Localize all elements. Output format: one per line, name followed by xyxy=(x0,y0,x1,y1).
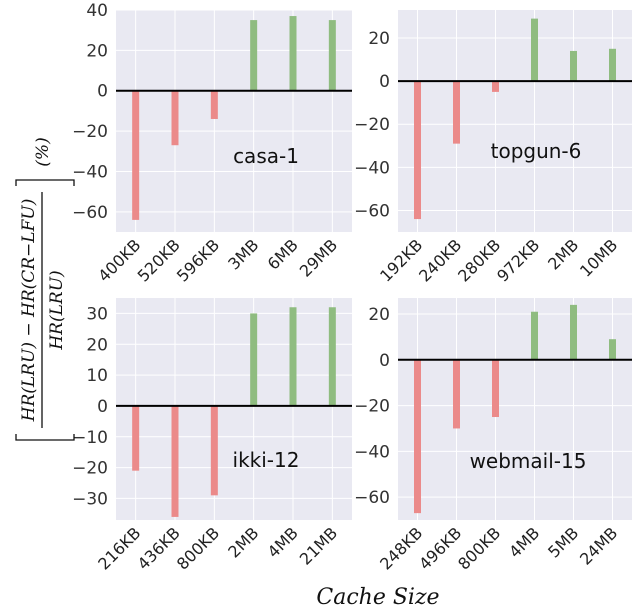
y-tick-label: 0 xyxy=(97,82,108,102)
bar-29MB xyxy=(328,20,336,91)
bar-2MB xyxy=(250,313,258,406)
y-tick-label: −40 xyxy=(354,442,390,462)
bar-192KB xyxy=(414,81,421,220)
x-tick-label: 800KB xyxy=(454,523,504,573)
x-tick-label: 248KB xyxy=(376,523,426,573)
x-tick-label: 800KB xyxy=(173,523,223,573)
y-tick-label: 20 xyxy=(86,41,108,61)
y-tick-label: 20 xyxy=(86,335,108,355)
y-tick-label: −60 xyxy=(354,488,390,508)
bar-6MB xyxy=(289,16,297,91)
y-tick-label: 0 xyxy=(379,351,390,371)
x-tick-label: 4MB xyxy=(505,523,543,561)
x-tick-label: 496KB xyxy=(415,523,465,573)
bar-4MB xyxy=(531,311,538,360)
bar-800KB xyxy=(210,405,218,496)
plot-area xyxy=(398,298,632,520)
y-tick-label: 40 xyxy=(86,1,108,21)
bar-248KB xyxy=(414,359,421,514)
subplot-title: topgun-6 xyxy=(491,139,582,163)
x-tick-label: 216KB xyxy=(94,523,144,573)
x-tick-label: 29MB xyxy=(296,235,341,280)
bar-4MB xyxy=(289,307,297,406)
y-tick-label: −10 xyxy=(72,428,108,448)
y-axis-label: HR(LRU) − HR(CR−LFU) HR(LRU) (%) xyxy=(15,137,75,441)
plot-area xyxy=(116,10,352,232)
bar-800KB xyxy=(492,359,499,418)
y-label-left-bracket xyxy=(15,434,75,441)
y-tick-label: −20 xyxy=(72,459,108,479)
y-label-denominator: HR(LRU) xyxy=(47,270,67,350)
x-tick-label: 3MB xyxy=(224,235,262,273)
y-tick-label: 20 xyxy=(368,305,390,325)
x-tick-label: 24MB xyxy=(576,523,621,568)
x-tick-label: 2MB xyxy=(224,523,262,561)
bar-3MB xyxy=(250,20,258,91)
bar-436KB xyxy=(171,405,179,517)
bar-240KB xyxy=(453,81,460,144)
y-tick-label: −30 xyxy=(72,489,108,509)
y-tick-label: −60 xyxy=(354,201,390,221)
x-tick-label: 21MB xyxy=(296,523,341,568)
subplot-title: webmail-15 xyxy=(470,449,587,473)
y-tick-label: 10 xyxy=(86,366,108,386)
x-tick-label: 280KB xyxy=(454,235,504,285)
bar-496KB xyxy=(453,359,460,429)
x-axis-label: Cache Size xyxy=(316,585,439,610)
y-tick-label: 20 xyxy=(368,29,390,49)
x-tick-label: 192KB xyxy=(376,235,426,285)
plot-area xyxy=(398,10,632,232)
plot-area xyxy=(116,298,352,520)
bar-5MB xyxy=(570,304,577,360)
y-label-numerator: HR(LRU) − HR(CR−LFU) xyxy=(19,199,39,423)
bar-24MB xyxy=(609,339,616,360)
bar-596KB xyxy=(210,90,218,119)
y-tick-label: −20 xyxy=(72,122,108,142)
subplot-title: casa-1 xyxy=(233,144,299,168)
bar-2MB xyxy=(570,50,577,82)
bar-520KB xyxy=(171,90,179,146)
bar-400KB xyxy=(132,90,140,220)
y-tick-label: −60 xyxy=(72,203,108,223)
x-tick-label: 596KB xyxy=(173,235,223,285)
y-tick-label: 30 xyxy=(86,304,108,324)
x-tick-label: 972KB xyxy=(493,235,543,285)
y-tick-label: −40 xyxy=(72,162,108,182)
bar-10MB xyxy=(609,48,616,82)
bar-21MB xyxy=(328,307,336,406)
y-tick-label: 0 xyxy=(97,397,108,417)
y-tick-label: −20 xyxy=(354,397,390,417)
y-tick-label: −40 xyxy=(354,158,390,178)
x-tick-label: 436KB xyxy=(134,523,184,573)
bar-972KB xyxy=(531,18,538,82)
bar-216KB xyxy=(132,405,140,471)
y-label-unit: (%) xyxy=(33,137,53,166)
y-label-right-bracket xyxy=(15,179,75,186)
y-tick-label: 0 xyxy=(379,72,390,92)
bar-280KB xyxy=(492,81,499,92)
x-tick-label: 400KB xyxy=(94,235,144,285)
x-tick-label: 10MB xyxy=(576,235,621,280)
y-tick-label: −20 xyxy=(354,115,390,135)
x-tick-label: 520KB xyxy=(134,235,184,285)
subplot-title: ikki-12 xyxy=(233,448,300,472)
x-tick-label: 240KB xyxy=(415,235,465,285)
